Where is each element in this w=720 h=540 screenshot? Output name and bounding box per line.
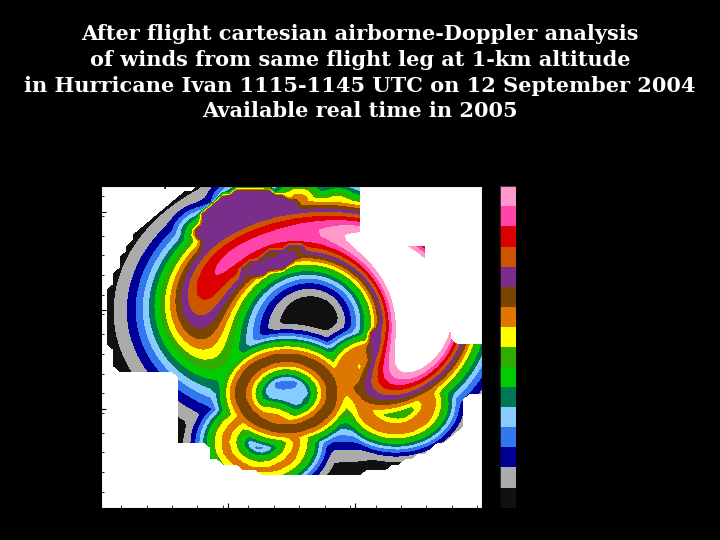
Text: 30 - 34: 30 - 34 <box>519 373 546 382</box>
Text: 15 - 19: 15 - 19 <box>519 433 546 442</box>
Text: 60 - 64: 60 - 64 <box>519 252 546 261</box>
Text: 70 - 74: 70 - 74 <box>519 212 546 221</box>
Text: 40   44: 40 44 <box>519 333 546 341</box>
Text: 0 - 4: 0 - 4 <box>519 493 536 502</box>
Text: 35 - 39: 35 - 39 <box>519 353 546 361</box>
Text: After flight cartesian airborne-Doppler analysis
of winds from same flight leg a: After flight cartesian airborne-Doppler … <box>24 24 696 121</box>
Text: 50 - 54: 50 - 54 <box>519 292 546 301</box>
Text: 20   24: 20 24 <box>519 413 546 422</box>
Text: 45 - 49: 45 - 49 <box>519 312 546 321</box>
Text: 65  69: 65 69 <box>519 232 544 241</box>
Text: XY Slice at Z = 1.0 km: XY Slice at Z = 1.0 km <box>300 180 393 189</box>
Text: 25 - 29: 25 - 29 <box>519 393 546 402</box>
Text: 55 - 59: 55 - 59 <box>519 272 546 281</box>
Text: 75 - 79: 75 - 79 <box>519 192 546 201</box>
Text: 04091211  11:15:00 - 11:43:00 UTC: 04091211 11:15:00 - 11:43:00 UTC <box>101 174 253 183</box>
Text: 5 - 9: 5 - 9 <box>519 473 536 482</box>
Text: Total Wind Speed: Total Wind Speed <box>101 180 189 189</box>
Text: m/s: m/s <box>502 173 518 182</box>
Text: 10 - 14: 10 - 14 <box>519 453 546 462</box>
